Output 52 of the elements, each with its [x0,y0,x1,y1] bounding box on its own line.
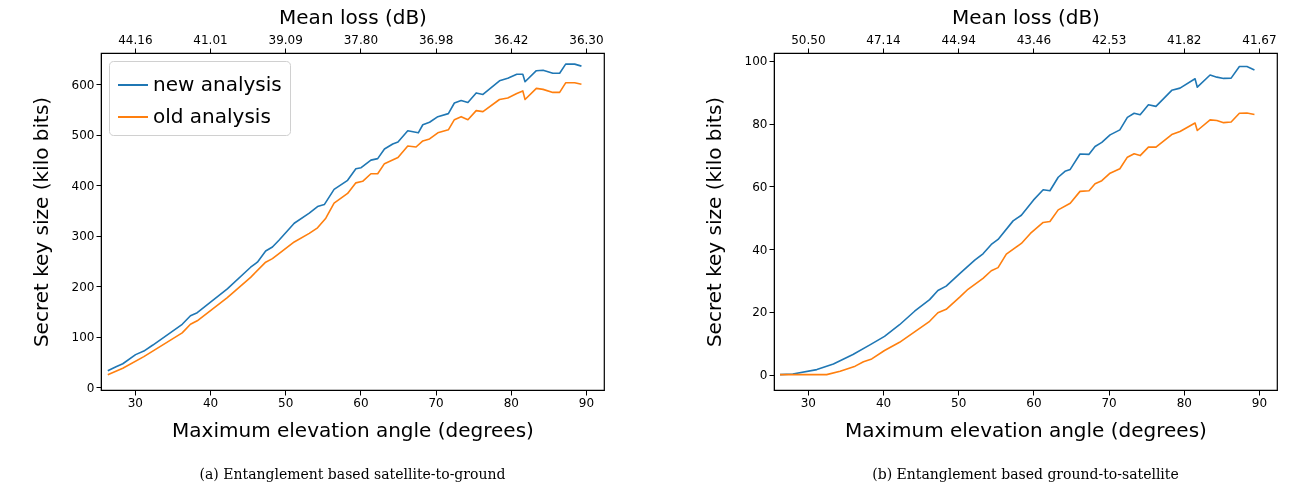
x-tick-label: 70 [1101,395,1117,410]
y-tick-label: 0 [759,368,768,383]
x-axis-title: Maximum elevation angle (degrees) [845,417,1207,442]
x-tick-label: 90 [578,395,595,410]
x-tick-label: 60 [1026,395,1042,410]
x-axis-title: Maximum elevation angle (degrees) [172,417,534,442]
text: 44.16 [118,32,153,47]
line-series [779,112,1256,376]
y-tick-label: 100 [71,330,95,345]
x2-axis-title: Mean loss (dB) [279,4,427,29]
text: 37.80 [343,32,379,47]
y-tick-label: 500 [71,128,95,143]
y-tick-label: 40 [752,242,768,257]
x-tick-label: 80 [503,395,519,410]
text: 47.14 [866,32,901,47]
text: 36.30 [569,32,604,47]
y-tick-label: 0 [86,380,95,395]
x-tick-label: 50 [951,395,967,410]
text: 39.09 [268,32,303,47]
y-axis-title: Secret key size (kilo bits) [701,96,726,348]
x-tick-label: 80 [1176,395,1192,410]
y-tick-label: 20 [752,305,768,320]
y-axis-title: Secret key size (kilo bits) [28,96,53,348]
x-tick-label: 60 [353,395,369,410]
y-tick-label: 80 [752,117,768,132]
text: 50.50 [791,32,826,47]
y-tick-label: 100 [744,54,768,69]
x-tick-label: 40 [202,395,219,410]
text: 42.53 [1091,32,1127,47]
text: 36.98 [418,32,454,47]
x2-axis-title: Mean loss (dB) [952,4,1100,29]
text: 44.94 [941,32,976,47]
text: 41.67 [1242,32,1277,47]
x-tick-label: 40 [875,395,892,410]
x-tick-label: 30 [800,395,816,410]
text: 41.82 [1167,32,1202,47]
y-tick-label: 400 [71,178,95,193]
text: 43.46 [1016,32,1052,47]
text: (a) Entanglement based satellite-to-ground [199,466,506,482]
text: 36.42 [494,32,529,47]
text: (b) Entanglement based ground-to-satellite [872,466,1179,482]
y-tick-label: 60 [752,179,768,194]
x-tick-label: 50 [278,395,294,410]
legend-label: new analysis [153,72,282,96]
y-tick-label: 600 [71,77,95,92]
x-tick-label: 70 [428,395,444,410]
legend-label: old analysis [153,104,271,128]
y-tick-label: 200 [71,279,95,294]
text: 41.01 [193,32,228,47]
x-tick-label: 30 [127,395,143,410]
x-tick-label: 90 [1251,395,1268,410]
y-tick-label: 300 [71,229,95,244]
